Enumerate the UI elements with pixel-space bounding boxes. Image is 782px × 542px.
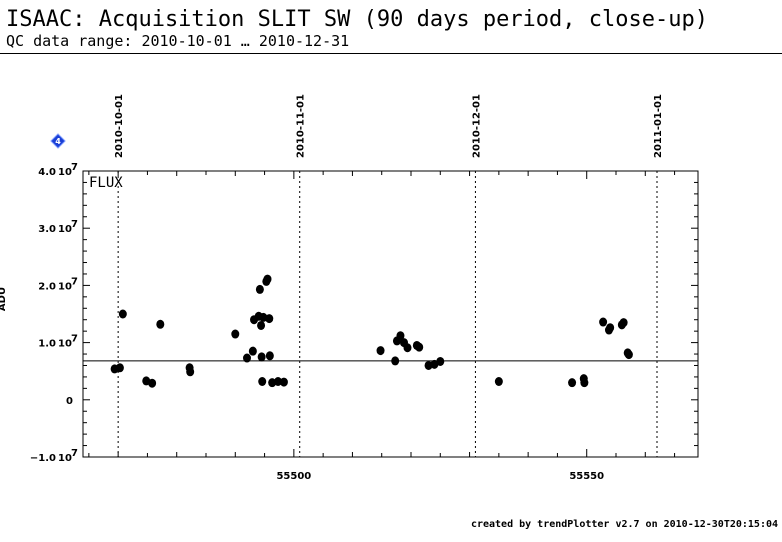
- data-point-42: [606, 323, 615, 333]
- data-point-39: [580, 378, 589, 388]
- y-axis-label: ADU: [0, 287, 8, 311]
- data-point-28: [396, 331, 405, 341]
- y-tick-exponent-1: 7: [71, 219, 78, 230]
- y-tick-base-3: 10: [58, 339, 72, 350]
- y-tick-exponent-0: 7: [71, 162, 78, 173]
- x-tick-label-0: 55500: [276, 471, 311, 482]
- data-point-25: [376, 346, 385, 356]
- diamond-icon: [50, 133, 66, 149]
- data-point-19: [263, 274, 272, 284]
- x-tick-label-1: 55550: [569, 471, 604, 482]
- data-point-46: [624, 350, 633, 360]
- data-point-37: [568, 378, 577, 388]
- marker-badge-number: 4: [55, 137, 61, 146]
- data-point-15: [258, 376, 267, 386]
- data-points: [110, 274, 633, 388]
- date-marker-label-3: 2011-01-01: [653, 94, 664, 158]
- data-point-1: [115, 363, 124, 373]
- y-tick-label-2: 2.0: [38, 281, 56, 292]
- date-marker-label-1: 2010-11-01: [296, 94, 307, 158]
- date-marker-lines: [117, 171, 658, 457]
- data-point-35: [436, 356, 445, 366]
- data-point-14: [257, 320, 266, 330]
- y-tick-label-0: 4.0: [38, 167, 56, 178]
- title-divider: [0, 53, 782, 54]
- data-point-24: [279, 377, 288, 387]
- y-tick-label-3: 1.0: [38, 339, 56, 350]
- data-point-2: [118, 309, 127, 319]
- data-point-30: [403, 343, 412, 353]
- data-range-subtitle: QC data range: 2010-10-01 … 2010-12-31: [6, 32, 350, 50]
- data-point-23: [274, 376, 283, 386]
- page-title: ISAAC: Acquisition SLIT SW (90 days peri…: [6, 7, 708, 32]
- data-point-20: [265, 314, 274, 324]
- x-axis-ticks: 55500 55550: [88, 171, 676, 482]
- y-tick-base-2: 10: [58, 281, 72, 292]
- data-point-4: [148, 378, 157, 388]
- y-tick-exponent-2: 7: [71, 276, 78, 287]
- data-point-21: [265, 351, 274, 361]
- panel-label-flux: FLUX: [89, 175, 123, 191]
- marker-badge: 4: [50, 133, 66, 149]
- data-point-9: [243, 353, 251, 363]
- data-point-40: [599, 317, 608, 327]
- y-tick-label-5: −1.0: [30, 453, 56, 464]
- data-point-26: [391, 356, 400, 366]
- date-marker-label-0: 2010-10-01: [114, 94, 125, 158]
- plot-frame: [82, 170, 699, 458]
- y-tick-base-5: 10: [58, 453, 72, 464]
- y-tick-exponent-5: 7: [71, 448, 78, 459]
- data-point-13: [255, 284, 264, 294]
- data-point-8: [231, 329, 240, 339]
- y-tick-base-0: 10: [58, 167, 72, 178]
- data-point-10: [248, 346, 257, 356]
- y-tick-base-1: 10: [58, 224, 72, 235]
- data-point-5: [156, 319, 165, 329]
- y-tick-exponent-3: 7: [71, 334, 78, 345]
- data-point-44: [619, 318, 628, 328]
- footer-credit: created by trendPlotter v2.7 on 2010-12-…: [470, 519, 778, 530]
- date-marker-label-2: 2010-12-01: [471, 94, 482, 158]
- data-point-36: [494, 376, 503, 386]
- y-tick-label-4: 0: [66, 396, 73, 407]
- data-point-7: [186, 367, 195, 377]
- data-point-32: [415, 342, 424, 352]
- data-point-16: [257, 352, 266, 362]
- y-tick-label-1: 3.0: [38, 224, 56, 235]
- date-marker-labels: 2010-10-01 2010-11-01 2010-12-01 2011-01-01: [114, 94, 664, 158]
